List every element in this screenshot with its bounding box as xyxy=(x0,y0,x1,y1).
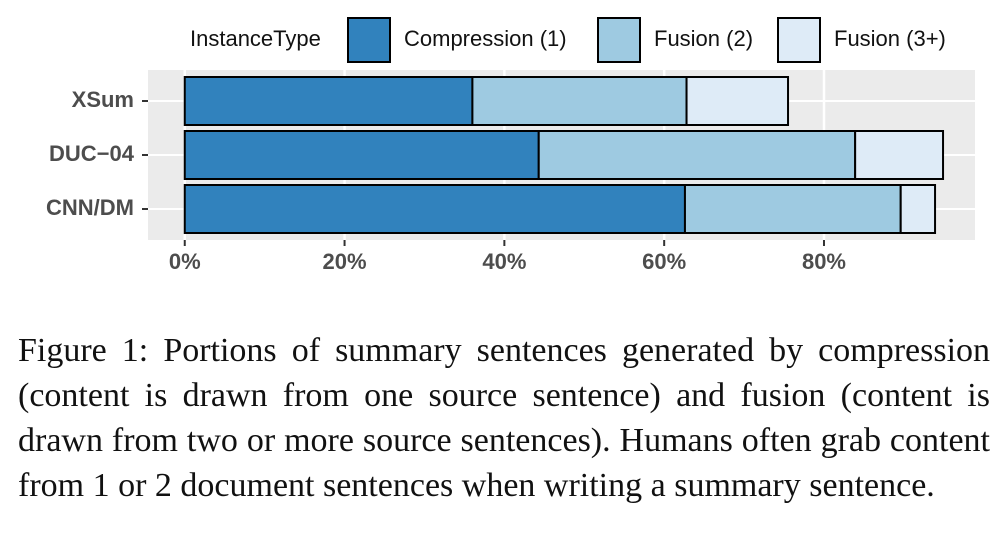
bar-segment xyxy=(685,76,790,126)
bar-segment xyxy=(183,76,474,126)
legend-swatch xyxy=(347,17,391,63)
legend-title: InstanceType xyxy=(190,26,321,51)
chart: InstanceType 0% 20% 40% 60% 80% XSum DUC−04 CNN… xyxy=(46,17,975,274)
legend-label: Fusion (2) xyxy=(654,26,753,51)
legend-swatch xyxy=(777,17,821,63)
legend-swatch xyxy=(597,17,641,63)
x-tick-label: 60% xyxy=(642,249,686,274)
bar-segment xyxy=(183,184,686,234)
caption-text: Portions of summary sentences generated … xyxy=(18,332,991,504)
y-tick-label: CNN/DM xyxy=(46,195,134,220)
bar-segment xyxy=(683,184,902,234)
legend-label: Compression (1) xyxy=(404,26,567,51)
y-tick-label: DUC−04 xyxy=(49,141,135,166)
x-tick-label: 40% xyxy=(482,249,526,274)
y-tick-label: XSum xyxy=(72,87,134,112)
x-tick-label: 80% xyxy=(802,249,846,274)
bar-segment xyxy=(899,184,937,234)
bar-segment xyxy=(183,130,540,180)
bar-segment xyxy=(537,130,857,180)
x-tick-label: 20% xyxy=(323,249,367,274)
bar-segment xyxy=(854,130,945,180)
x-tick-label: 0% xyxy=(169,249,201,274)
bar-segment xyxy=(471,76,688,126)
caption: Figure 1: Portions of summary sentences … xyxy=(18,328,990,508)
caption-label: Figure 1: xyxy=(18,332,149,369)
legend-label: Fusion (3+) xyxy=(834,26,946,51)
